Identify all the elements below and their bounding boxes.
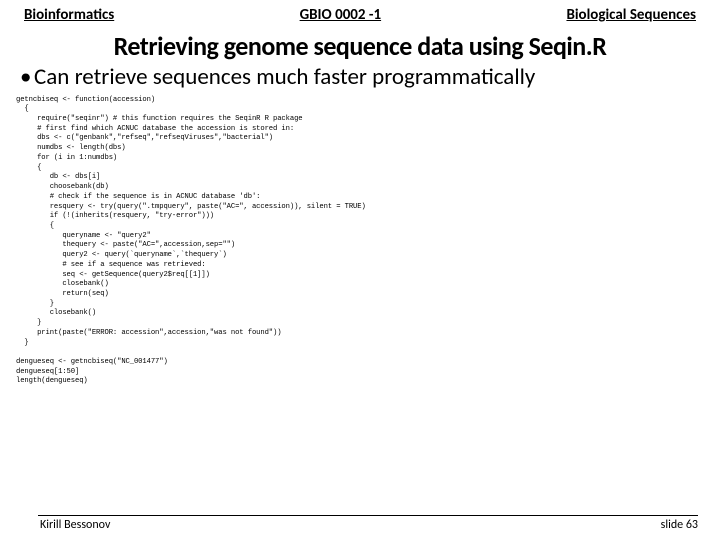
header-right: Biological Sequences: [566, 6, 696, 24]
bullet-dot: •: [20, 64, 34, 92]
bullet-line: •Can retrieve sequences much faster prog…: [0, 64, 720, 92]
footer-page: slide 63: [661, 518, 698, 532]
slide-title: Retrieving genome sequence data using Se…: [0, 30, 720, 62]
header-left: Bioinformatics: [24, 6, 114, 24]
bullet-text: Can retrieve sequences much faster progr…: [34, 63, 535, 91]
footer: Kirill Bessonov slide 63: [0, 518, 720, 532]
header-center: GBIO 0002 -1: [300, 6, 382, 24]
header-row: Bioinformatics GBIO 0002 -1 Biological S…: [0, 0, 720, 26]
footer-rule: [38, 515, 698, 516]
code-block: getncbiseq <- function(accession) { requ…: [0, 92, 720, 388]
slide: { "header": { "left": "Bioinformatics", …: [0, 0, 720, 540]
footer-author: Kirill Bessonov: [40, 518, 110, 532]
